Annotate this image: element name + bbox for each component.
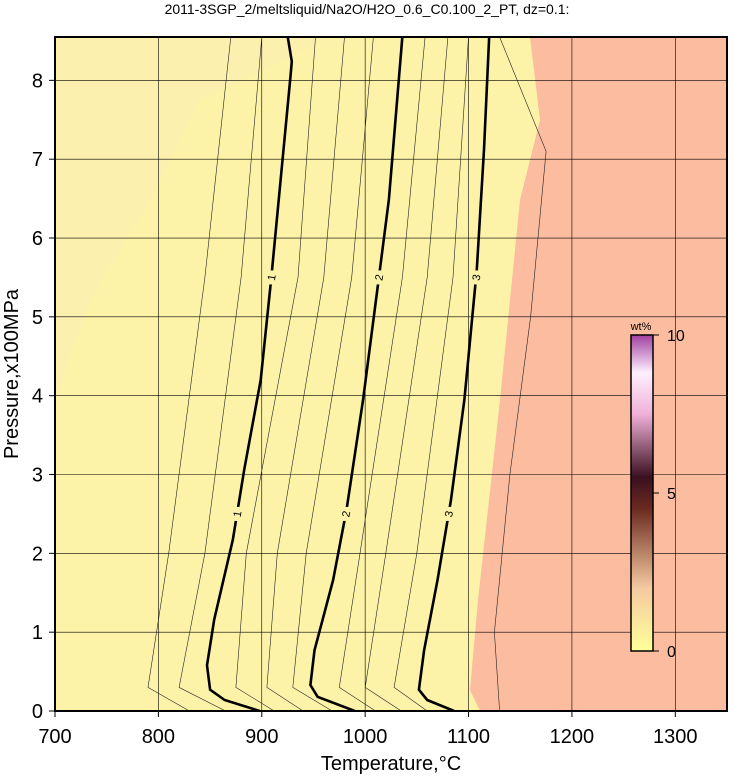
contour-label: 3 [443,510,456,518]
contour [393,37,469,711]
y-tick-label: 5 [32,307,43,329]
plot-frame [54,36,728,712]
y-tick-label: 3 [32,465,43,487]
contour [364,37,449,711]
contour-label: 1 [266,274,279,282]
contour-label: 3 [471,274,484,282]
contour-label: 2 [373,274,386,282]
contour-label: 1 [232,510,245,518]
y-tick-label: 4 [32,386,43,408]
contour-label-bg [373,270,384,285]
major-contour [309,37,404,711]
contour [178,37,263,711]
contour [494,37,547,711]
major-contour [417,37,491,711]
y-tick-label: 8 [32,70,43,92]
saturated-region [470,37,727,711]
x-tick-label: 1100 [447,726,490,748]
contour [147,37,232,711]
y-tick-label: 6 [32,228,43,250]
contour-label-bg [232,506,243,521]
y-axis-label: Pressure,x100MPa [1,288,23,459]
contours: 1 1 2 2 3 3 [147,37,547,711]
contour-label-bg [266,270,277,285]
colorbar-label: wt% [630,321,652,333]
y-tick-label: 2 [32,543,43,565]
x-tick-label: 900 [245,726,278,748]
x-tick-label: 700 [38,726,71,748]
colorbar [630,334,654,652]
x-tick-label: 1000 [343,726,388,748]
contour-label: 2 [340,510,353,518]
y-tick-label: 1 [32,622,43,644]
contour [338,37,426,711]
x-axis-label: Temperature,°C [321,753,461,775]
chart-title: 2011-3SGP_2/meltsliquid/Na2O/H2O_0.6_C0.… [165,1,570,17]
contour-label-bg [471,270,482,285]
y-tick-label: 7 [32,149,43,171]
contour [266,37,345,711]
major-contour [205,37,294,711]
colorbar-tick-label: 0 [667,644,676,661]
contour-label-bg [340,506,351,521]
colorbar-tick-label: 10 [667,328,685,345]
x-tick-label: 1200 [550,726,595,748]
x-tick-label: 800 [142,726,175,748]
contour [235,37,316,711]
contour [292,37,374,711]
colorbar-tick-label: 5 [667,486,676,503]
contour-label-bg [443,506,454,521]
upper-left-region [55,37,330,400]
x-tick-label: 1300 [653,726,698,748]
colorbar-ticks: 0 5 10 [653,328,685,661]
y-tick-label: 0 [32,701,43,723]
